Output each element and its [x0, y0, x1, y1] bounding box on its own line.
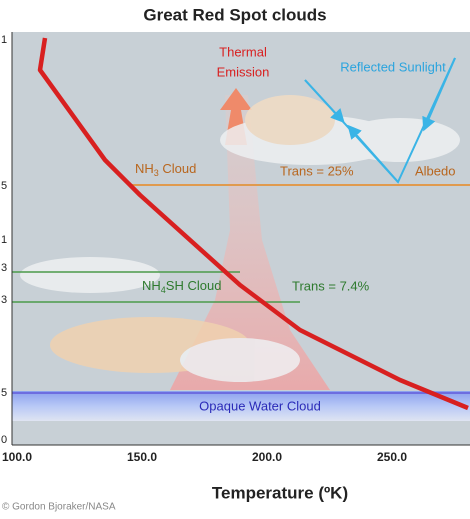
trans-upper: Trans = 25% [280, 163, 354, 178]
y-tick-label: 5 [1, 180, 7, 192]
temperature-profile [37, 37, 469, 411]
x-tick-label: 250.0 [377, 450, 407, 464]
y-tick-label: 1 [1, 234, 7, 246]
water-label: Opaque Water Cloud [199, 398, 321, 413]
x-axis-title: Temperature (ºK) [212, 483, 348, 502]
plume [170, 95, 330, 390]
x-tick-label: 200.0 [252, 450, 282, 464]
y-tick-label: 5 [1, 387, 7, 399]
thermal-label: Thermal [219, 44, 267, 59]
arrow [347, 124, 399, 183]
y-tick-label: 1 [1, 34, 7, 46]
nh4sh-label: NH4SH Cloud [142, 278, 221, 295]
albedo-label: Albedo [415, 163, 455, 178]
y-tick-label: 3 [1, 262, 7, 274]
y-tick-label: 0 [1, 434, 7, 446]
reflected-label: Reflected Sunlight [340, 59, 446, 74]
credit: © Gordon Bjoraker/NASA [2, 502, 116, 513]
nh3-label: NH3 Cloud [135, 161, 196, 178]
arrow [304, 79, 345, 124]
x-tick-label: 150.0 [127, 450, 157, 464]
arrow [422, 57, 456, 132]
thermal-label: Emission [217, 64, 270, 79]
title: Great Red Spot clouds [143, 5, 326, 24]
x-tick-label: 100.0 [2, 450, 32, 464]
water-cloud-band [12, 391, 470, 421]
y-tick-label: 3 [1, 294, 7, 306]
trans-lower: Trans = 7.4% [292, 278, 370, 293]
